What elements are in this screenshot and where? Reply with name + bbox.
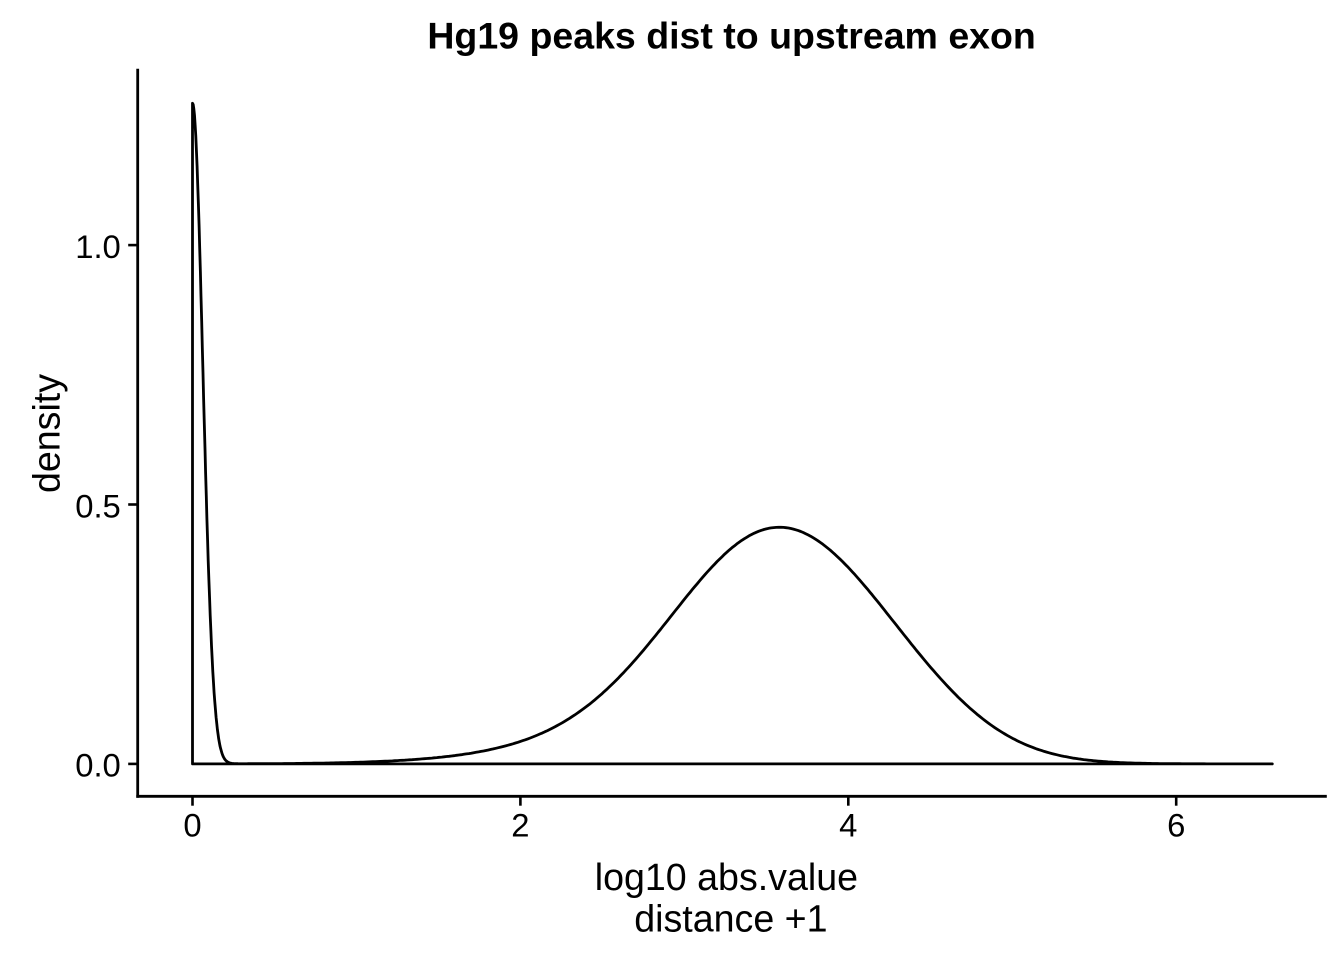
svg-text:0: 0 [183, 806, 201, 843]
svg-text:1.0: 1.0 [75, 228, 121, 265]
svg-text:0.5: 0.5 [75, 487, 121, 524]
svg-text:distance +1: distance +1 [634, 897, 827, 939]
svg-text:log10 abs.value: log10 abs.value [595, 856, 858, 898]
svg-text:2: 2 [511, 806, 529, 843]
svg-text:4: 4 [839, 806, 857, 843]
svg-text:6: 6 [1167, 806, 1185, 843]
svg-text:Hg19 peaks dist to upstream ex: Hg19 peaks dist to upstream exon [427, 14, 1036, 56]
svg-text:density: density [25, 374, 67, 493]
svg-text:0.0: 0.0 [75, 747, 121, 784]
